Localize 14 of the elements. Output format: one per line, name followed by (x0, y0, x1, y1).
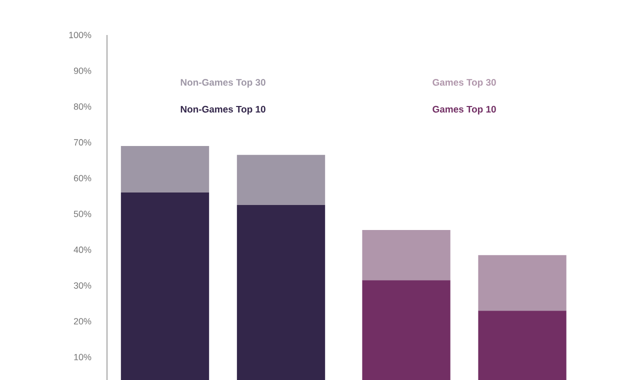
y-tick-label: 80% (74, 103, 92, 110)
y-tick-label: 10% (74, 354, 92, 360)
y-tick-label: 60% (74, 174, 92, 182)
text: Non-Games Top 10 (180, 106, 266, 114)
y-tick-label: 40% (74, 246, 92, 253)
y-tick-label: 50% (74, 210, 92, 217)
y-tick-label: 30% (74, 282, 92, 289)
y-tick-label: 100% (69, 32, 92, 38)
y-tick-label: 90% (74, 67, 92, 74)
y-tick-label: 20% (74, 318, 92, 324)
y-tick-label: 70% (74, 139, 92, 146)
text: Games Top 10 (432, 106, 496, 114)
text: Games Top 30 (432, 78, 496, 88)
text: Non-Games Top 30 (180, 78, 266, 88)
